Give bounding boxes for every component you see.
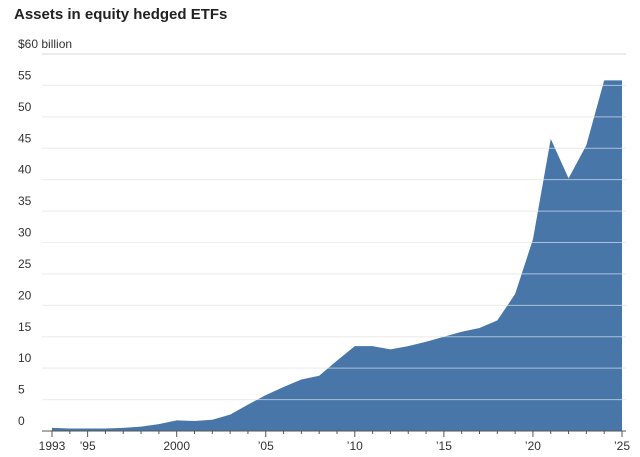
y-tick-label: 10 [18,351,32,365]
y-tick-label: 15 [18,320,32,334]
y-tick-label: 30 [18,226,32,240]
x-tick-label: 1993 [39,439,66,453]
x-tick-label: ’15 [436,439,452,453]
x-tick-label: 2000 [163,439,190,453]
x-tick-label: ’20 [525,439,541,453]
x-axis [42,430,626,437]
y-tick-label: 50 [18,100,32,114]
y-tick-label: 25 [18,257,32,271]
y-tick-label: 55 [18,68,32,82]
area-series [42,80,626,431]
x-tick-label: ’95 [80,439,96,453]
y-tick-label: 5 [18,383,25,397]
x-tick-labels: 1993 ’95 2000 ’05 ’10 ’15 ’20 ’25 [39,439,631,453]
y-tick-label: 0 [18,414,25,428]
y-tick-label: 40 [18,163,32,177]
area-series-fill [52,80,622,431]
y-tick-label: 20 [18,288,32,302]
y-tick-label: $60 billion [18,37,72,51]
chart-title: Assets in equity hedged ETFs [14,6,228,23]
x-tick-label: ’25 [614,439,630,453]
x-tick-label: ’10 [347,439,363,453]
x-tick-label: ’05 [258,439,274,453]
y-tick-label: 45 [18,131,32,145]
y-tick-label: 35 [18,194,32,208]
